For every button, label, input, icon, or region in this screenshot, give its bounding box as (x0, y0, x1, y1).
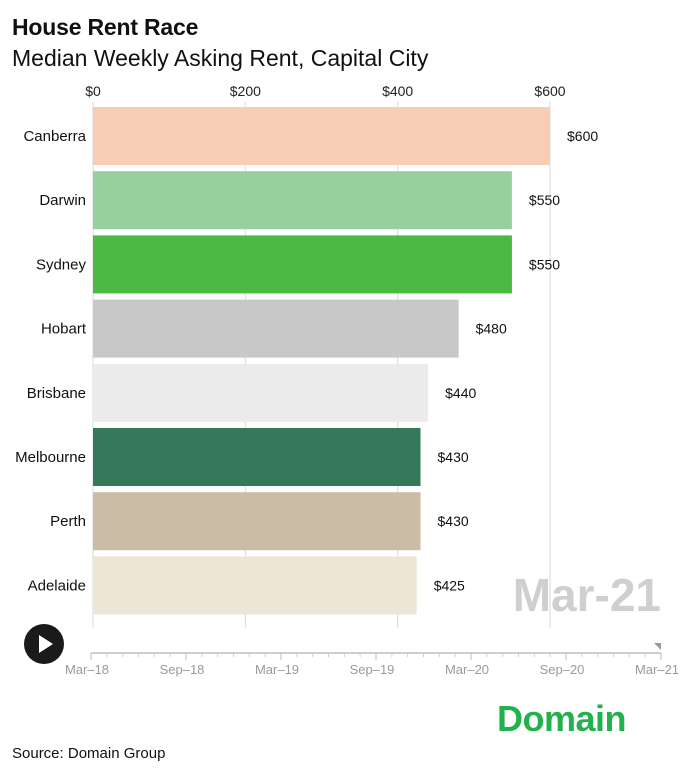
bar-adelaide (93, 556, 417, 615)
timeline-ticks: Mar–18 Sep–18 Mar–19 Sep–19 Mar–20 Sep–20 Mar–… (65, 653, 679, 677)
x-tick-label: $600 (534, 83, 565, 99)
timeline-label: Mar–18 (65, 662, 109, 677)
category-label: Canberra (23, 128, 86, 145)
period-label: Mar-21 (513, 569, 661, 621)
category-label: Hobart (41, 321, 87, 338)
bar-chart: $0 $200 $400 $600 Canberra Darwin Sydney Hobar… (15, 83, 679, 677)
bar-perth (93, 492, 421, 551)
category-label: Brisbane (27, 385, 86, 402)
category-label: Perth (50, 513, 86, 530)
domain-logo: Domain (497, 698, 627, 739)
category-labels: Canberra Darwin Sydney Hobart Brisbane Melbou… (15, 128, 87, 594)
value-label: $480 (476, 321, 507, 337)
category-label: Darwin (39, 192, 86, 209)
category-label: Adelaide (28, 577, 86, 594)
value-label: $600 (567, 128, 598, 144)
timeline-slider[interactable]: Mar–18 Sep–18 Mar–19 Sep–19 Mar–20 Sep–20 Mar–… (65, 643, 679, 677)
play-icon (39, 635, 53, 653)
value-labels: $600 $550 $550 $480 $440 $430 $430 $425 (434, 128, 599, 593)
bar-melbourne (93, 428, 421, 486)
value-label: $550 (529, 256, 560, 272)
timeline-label: Mar–21 (635, 662, 679, 677)
value-label: $430 (438, 449, 469, 465)
value-label: $550 (529, 192, 560, 208)
chart-title: House Rent Race (12, 14, 199, 40)
bars (93, 107, 550, 615)
timeline-label: Sep–20 (540, 662, 585, 677)
x-tick-label: $200 (230, 83, 261, 99)
source-note: Source: Domain Group (12, 745, 166, 762)
timeline-handle[interactable] (654, 643, 661, 650)
timeline-label: Mar–20 (445, 662, 489, 677)
x-axis-ticks: $0 $200 $400 $600 (85, 83, 566, 99)
value-label: $430 (438, 513, 469, 529)
chart-subtitle: Median Weekly Asking Rent, Capital City (12, 45, 429, 71)
bar-hobart (93, 299, 459, 358)
timeline-label: Sep–19 (350, 662, 395, 677)
x-tick-label: $400 (382, 83, 413, 99)
timeline-label: Sep–18 (160, 662, 205, 677)
category-label: Sydney (36, 256, 87, 273)
x-tick-label: $0 (85, 83, 101, 99)
value-label: $440 (445, 385, 476, 401)
bar-brisbane (93, 363, 429, 422)
play-button[interactable] (24, 624, 64, 664)
bar-sydney (93, 235, 512, 294)
category-label: Melbourne (15, 449, 86, 466)
value-label: $425 (434, 577, 465, 593)
timeline-label: Mar–19 (255, 662, 299, 677)
bar-darwin (93, 171, 512, 230)
bar-canberra (93, 107, 550, 165)
